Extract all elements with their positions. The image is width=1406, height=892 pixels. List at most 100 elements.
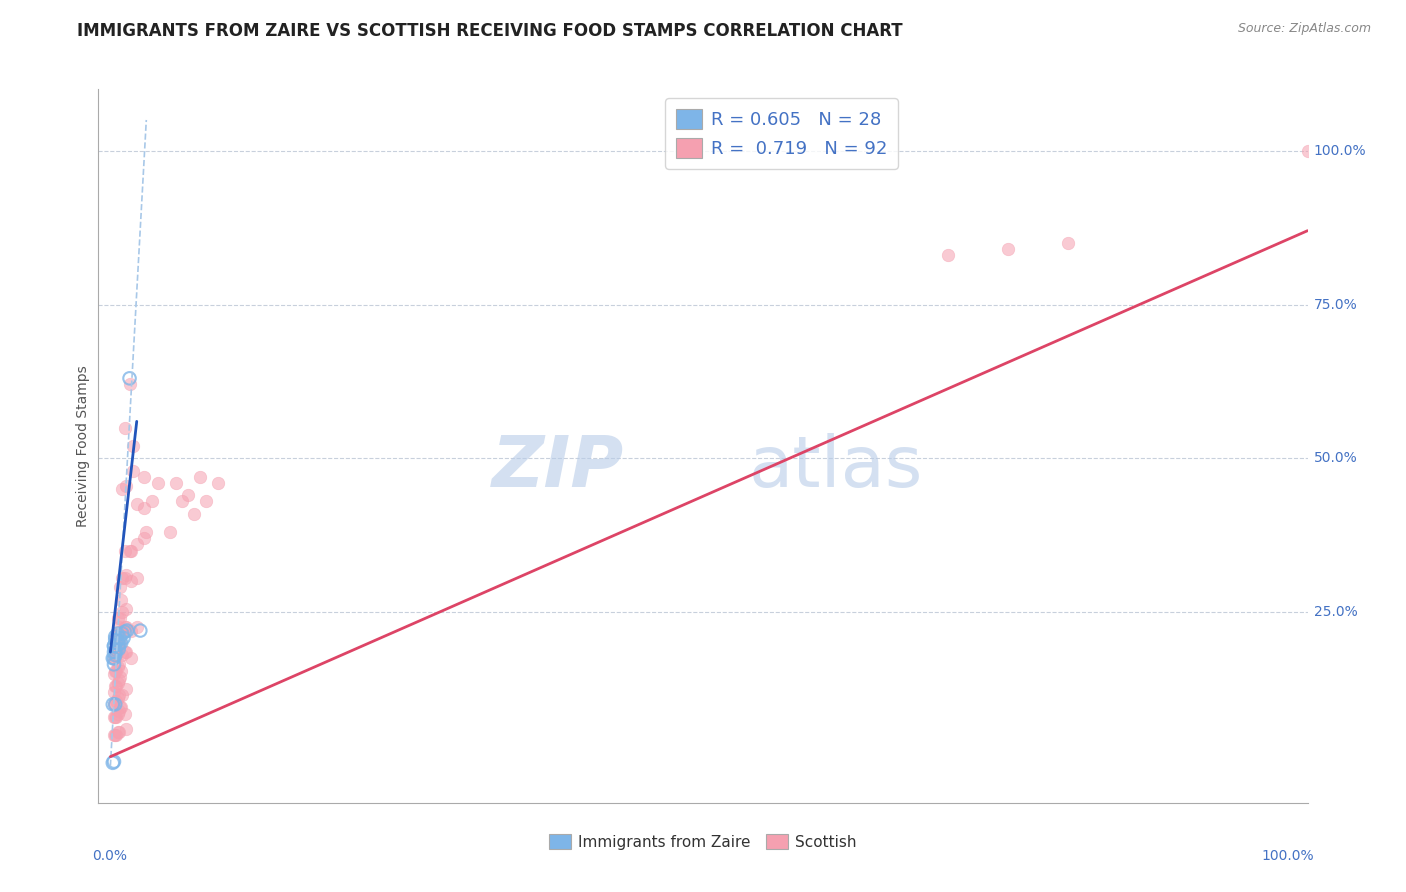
Point [132, 500, 155, 515]
Point [104, 632, 127, 647]
Point [108, 581, 131, 595]
Point [103, 651, 125, 665]
Point [107, 673, 129, 687]
Point [103, 728, 125, 742]
Point [148, 475, 170, 490]
Point [114, 571, 136, 585]
Point [207, 475, 229, 490]
Point [112, 631, 135, 645]
Point [938, 248, 960, 262]
Point [101, 698, 124, 712]
Point [107, 704, 129, 718]
Point [103, 755, 125, 769]
Point [997, 242, 1019, 256]
Point [114, 543, 136, 558]
Point [115, 620, 138, 634]
Point [107, 620, 129, 634]
Point [105, 664, 128, 678]
Point [107, 645, 129, 659]
Text: 0.0%: 0.0% [93, 849, 128, 863]
Point [105, 694, 128, 708]
Point [103, 645, 125, 659]
Point [120, 574, 142, 589]
Point [120, 651, 142, 665]
Point [107, 725, 129, 739]
Point [103, 685, 125, 699]
Point [108, 636, 131, 650]
Point [132, 531, 155, 545]
Point [122, 439, 145, 453]
Point [105, 709, 128, 723]
Point [107, 637, 129, 651]
Text: 100.0%: 100.0% [1313, 144, 1367, 158]
Point [111, 626, 134, 640]
Point [103, 709, 125, 723]
Point [188, 469, 211, 483]
Point [115, 479, 138, 493]
Point [118, 543, 141, 558]
Point [172, 494, 194, 508]
Text: 25.0%: 25.0% [1313, 605, 1357, 619]
Point [107, 642, 129, 657]
Point [120, 543, 142, 558]
Point [103, 639, 125, 653]
Point [103, 651, 125, 665]
Point [114, 420, 136, 434]
Point [120, 624, 142, 638]
Point [177, 488, 200, 502]
Point [111, 605, 134, 619]
Point [111, 648, 134, 662]
Point [1296, 144, 1319, 158]
Point [108, 670, 131, 684]
Point [118, 371, 141, 385]
Point [103, 657, 125, 672]
Point [107, 691, 129, 706]
Text: Source: ZipAtlas.com: Source: ZipAtlas.com [1237, 22, 1371, 36]
Text: 75.0%: 75.0% [1313, 298, 1357, 311]
Point [195, 494, 218, 508]
Point [105, 630, 128, 644]
Point [104, 630, 127, 644]
Point [125, 537, 148, 551]
Point [115, 681, 138, 696]
Point [103, 666, 125, 681]
Point [108, 611, 131, 625]
Point [107, 611, 129, 625]
Point [104, 645, 127, 659]
Point [107, 688, 129, 702]
Point [115, 568, 138, 582]
Point [107, 632, 129, 647]
Point [101, 756, 124, 770]
Point [105, 636, 128, 650]
Legend: Immigrants from Zaire, Scottish: Immigrants from Zaire, Scottish [543, 828, 863, 855]
Point [135, 525, 157, 540]
Point [165, 475, 187, 490]
Point [107, 626, 129, 640]
Point [103, 698, 125, 712]
Point [104, 679, 127, 693]
Point [110, 624, 132, 638]
Y-axis label: Receiving Food Stamps: Receiving Food Stamps [76, 365, 90, 527]
Point [108, 631, 131, 645]
Point [111, 688, 134, 702]
Point [105, 679, 128, 693]
Point [141, 494, 163, 508]
Point [115, 624, 138, 638]
Point [114, 620, 136, 634]
Point [105, 648, 128, 662]
Point [104, 698, 127, 712]
Point [110, 700, 132, 714]
Point [107, 660, 129, 674]
Point [111, 571, 134, 585]
Point [105, 643, 128, 657]
Text: IMMIGRANTS FROM ZAIRE VS SCOTTISH RECEIVING FOOD STAMPS CORRELATION CHART: IMMIGRANTS FROM ZAIRE VS SCOTTISH RECEIV… [77, 22, 903, 40]
Point [104, 709, 127, 723]
Point [1057, 235, 1080, 250]
Point [108, 700, 131, 714]
Point [114, 645, 136, 659]
Point [101, 651, 124, 665]
Point [107, 626, 129, 640]
Point [115, 722, 138, 736]
Point [110, 636, 132, 650]
Point [104, 651, 127, 665]
